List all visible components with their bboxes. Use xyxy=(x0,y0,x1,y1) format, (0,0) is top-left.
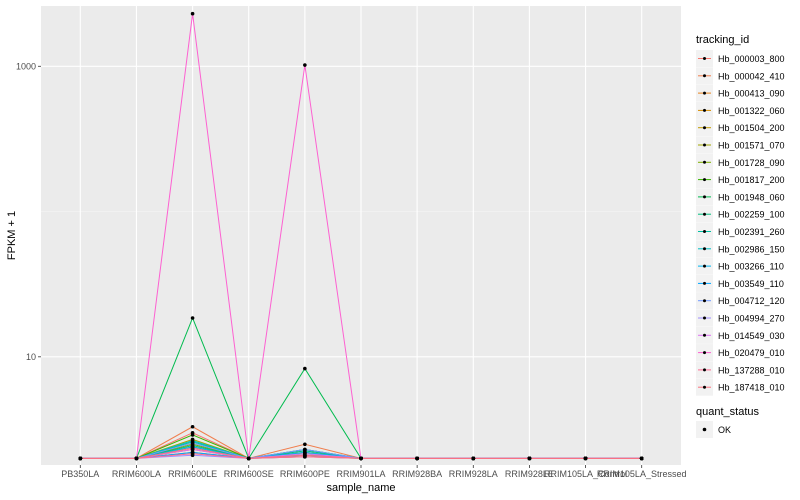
x-tick-label: RRIM105LA_Control xyxy=(544,469,627,479)
legend-key-point xyxy=(703,316,706,320)
data-point xyxy=(527,456,532,461)
legend-label: Hb_187418_010 xyxy=(718,383,785,393)
legend-key-point xyxy=(703,195,706,199)
data-point xyxy=(303,453,307,458)
grid-lines xyxy=(41,6,681,465)
y-tick-label: 1000 xyxy=(16,61,36,71)
legend-label: Hb_004712_120 xyxy=(718,296,785,306)
legend-label: Hb_002259_100 xyxy=(718,210,785,220)
data-point xyxy=(190,11,195,16)
legend-key-point xyxy=(703,333,706,337)
legend-label: Hb_003549_110 xyxy=(718,279,784,289)
legend-label: Hb_000413_090 xyxy=(718,89,785,99)
data-point xyxy=(415,456,419,461)
legend-key-point xyxy=(703,143,706,147)
legend-key-point xyxy=(703,385,706,389)
x-tick-label: RRIM105LA_Stressed xyxy=(597,469,687,479)
data-point xyxy=(303,366,307,371)
data-point xyxy=(190,433,195,437)
x-tick-label: PB350LA xyxy=(61,469,99,479)
legend-key-point xyxy=(703,57,706,60)
y-axis-title: FPKM + 1 xyxy=(6,211,18,260)
shape-legend: OK xyxy=(696,421,731,438)
series-points xyxy=(78,11,644,461)
legend-key-point xyxy=(703,264,706,268)
data-point xyxy=(359,456,363,461)
legend-key-point xyxy=(703,178,706,182)
data-point xyxy=(190,316,195,320)
legend-key-point xyxy=(703,91,706,95)
legend-label: Hb_004994_270 xyxy=(718,314,785,324)
data-point xyxy=(303,63,307,67)
data-point xyxy=(639,456,644,461)
x-axis: PB350LA RRIM600LA RRIM600LE RRIM600SE RRIM60… xyxy=(61,465,686,479)
legend-key-point xyxy=(703,299,706,303)
legend-label: Hb_003266_110 xyxy=(718,262,784,272)
legend-label: Hb_001948_060 xyxy=(718,192,785,202)
legend-title: tracking_id xyxy=(696,34,749,46)
legend-key-point xyxy=(703,351,706,355)
data-point xyxy=(190,446,195,450)
data-point xyxy=(471,456,476,461)
data-point xyxy=(583,456,588,461)
legend-label: Hb_001571_070 xyxy=(718,141,785,151)
x-tick-label: RRIM600PE xyxy=(280,469,330,479)
x-tick-label: RRIM600SE xyxy=(224,469,274,479)
legend-label: Hb_001817_200 xyxy=(718,175,785,185)
data-point xyxy=(303,442,307,447)
legend-key-point xyxy=(703,160,706,164)
x-tick-label: RRIM901LA xyxy=(336,469,385,479)
x-axis-title: sample_name xyxy=(326,482,395,494)
legend-key-point xyxy=(703,212,706,216)
legend-key-point xyxy=(703,247,706,251)
shape-legend-key-point xyxy=(702,427,707,432)
legend-key-point xyxy=(703,230,706,233)
y-tick-label: 10 xyxy=(26,352,36,362)
x-tick-label: RRIM928BA xyxy=(392,469,442,479)
legend-label: Hb_002391_260 xyxy=(718,227,785,237)
legend-label: Hb_014549_030 xyxy=(718,331,785,341)
legend-label: Hb_001504_200 xyxy=(718,123,785,133)
legend-label: Hb_000042_410 xyxy=(718,71,785,81)
legend-key-point xyxy=(703,108,706,112)
data-point xyxy=(303,447,307,452)
shape-legend-label: OK xyxy=(718,425,731,435)
legend-label: Hb_001322_060 xyxy=(718,106,785,116)
legend-label: Hb_000003_800 xyxy=(718,54,785,64)
legend-key-point xyxy=(703,126,706,130)
x-tick-label: RRIM928LA xyxy=(449,469,498,479)
legend-label: Hb_001728_090 xyxy=(718,158,785,168)
data-point xyxy=(190,424,195,429)
legend-key-point xyxy=(703,74,706,78)
legend-key-point xyxy=(703,281,706,285)
legend-key-point xyxy=(703,368,706,372)
y-axis: 10 1000 xyxy=(16,61,41,362)
x-tick-label: RRIM600LE xyxy=(168,469,217,479)
shape-legend-title: quant_status xyxy=(696,406,759,418)
legend-label: Hb_020479_010 xyxy=(718,348,785,358)
legend-label: Hb_002986_150 xyxy=(718,244,785,254)
data-point xyxy=(190,441,195,445)
x-tick-label: RRIM600LA xyxy=(112,469,161,479)
x-tick-label: RRIM928LE xyxy=(505,469,554,479)
data-point xyxy=(134,456,139,461)
data-point xyxy=(190,451,195,456)
legend-label: Hb_137288_010 xyxy=(718,365,785,375)
legend: Hb_000003_800 Hb_000042_410 Hb_000413_090 H… xyxy=(696,50,785,396)
data-point xyxy=(78,456,83,461)
data-point xyxy=(246,456,251,461)
